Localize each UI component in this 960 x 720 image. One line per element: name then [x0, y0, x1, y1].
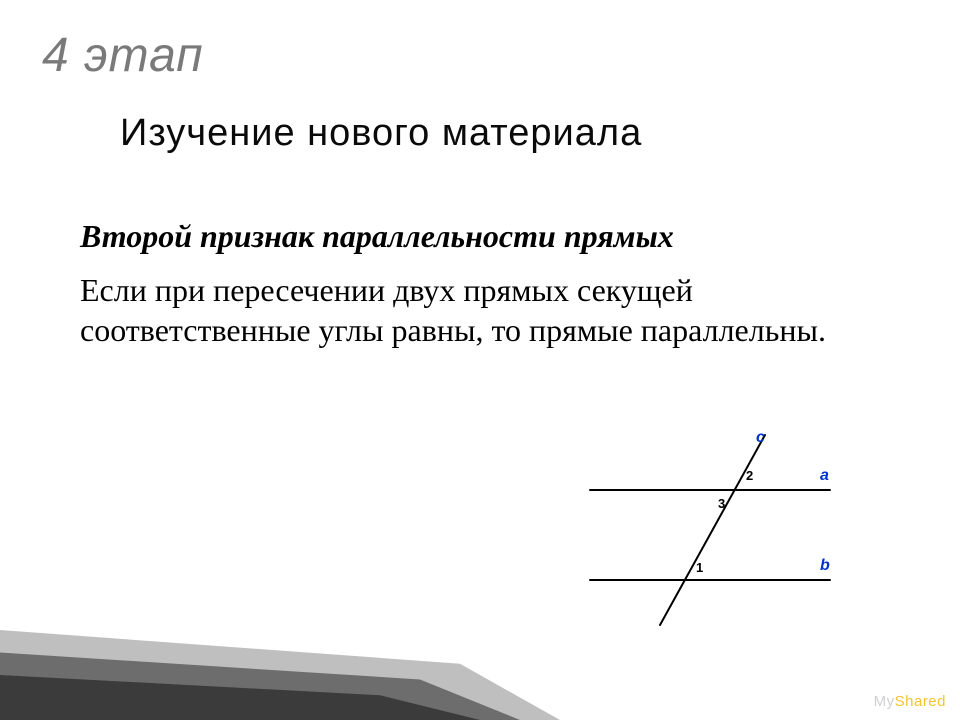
- decor-wedge: [0, 630, 560, 720]
- theorem-body: Если при пересечении двух прямых секущей…: [80, 270, 830, 350]
- svg-text:b: b: [820, 557, 830, 574]
- svg-text:3: 3: [718, 496, 725, 511]
- parallel-lines-diagram: a b c 2 3 1: [580, 430, 840, 630]
- svg-text:1: 1: [696, 560, 703, 575]
- svg-text:a: a: [820, 467, 829, 484]
- svg-text:c: c: [756, 430, 765, 446]
- stage-title: 4 этап: [42, 28, 204, 83]
- watermark-accent: Shared: [895, 693, 946, 710]
- theorem-title: Второй признак параллельности прямых: [80, 218, 880, 255]
- slide-subtitle: Изучение нового материала: [120, 112, 900, 155]
- watermark: MyShared: [874, 693, 946, 710]
- slide: 4 этап Изучение нового материала Второй …: [0, 0, 960, 720]
- watermark-prefix: My: [874, 693, 895, 710]
- svg-text:2: 2: [746, 468, 753, 483]
